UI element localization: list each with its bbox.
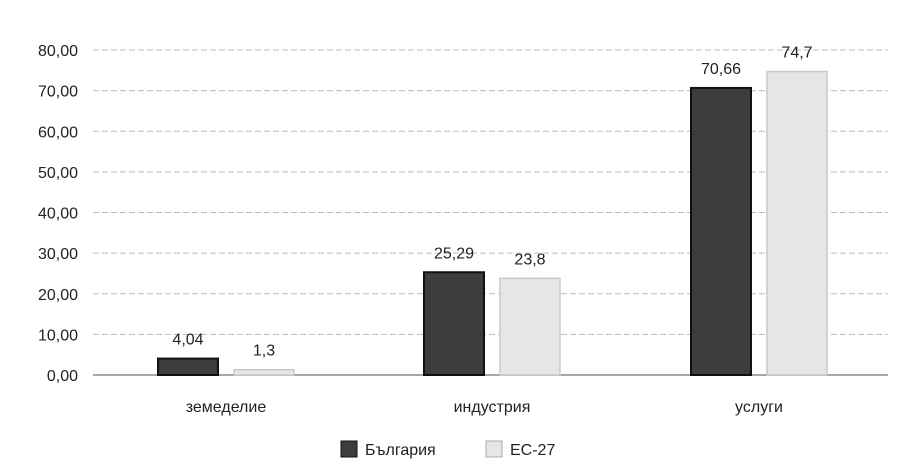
data-label: 4,04: [172, 332, 203, 349]
bar-eu27-0: [233, 368, 295, 376]
data-label: 25,29: [434, 245, 474, 262]
category-label: земеделие: [186, 399, 267, 416]
bar-eu27-1: [499, 277, 561, 376]
bar-eu27-2: [766, 70, 828, 376]
bar-bulgaria-0: [157, 357, 219, 376]
data-labels: 4,04 1,3 25,29 23,8 70,66 74,7: [172, 45, 812, 360]
gridlines: [93, 49, 888, 376]
data-label: 74,7: [781, 45, 812, 62]
y-tick-label: 40,00: [38, 206, 78, 223]
data-label: 70,66: [701, 61, 741, 78]
bars: [157, 70, 828, 376]
x-axis-categories: земеделие индустрия услуги: [186, 399, 783, 416]
legend-label: България: [365, 442, 436, 459]
category-label: услуги: [735, 399, 783, 416]
data-label: 1,3: [253, 343, 275, 360]
y-tick-label: 20,00: [38, 287, 78, 304]
y-tick-label: 0,00: [47, 368, 78, 385]
y-tick-label: 10,00: [38, 327, 78, 344]
bar-bulgaria-2: [690, 86, 752, 376]
legend: България ЕС-27: [340, 440, 555, 459]
y-tick-label: 70,00: [38, 84, 78, 101]
y-axis-ticks: 0,00 10,00 20,00 30,00 40,00 50,00 60,00 70,00 8…: [38, 43, 78, 385]
y-tick-label: 60,00: [38, 124, 78, 141]
y-tick-label: 30,00: [38, 246, 78, 263]
legend-swatch: [340, 440, 358, 458]
legend-label: ЕС-27: [510, 442, 555, 459]
y-tick-label: 80,00: [38, 43, 78, 60]
y-tick-label: 50,00: [38, 165, 78, 182]
data-label: 23,8: [514, 251, 545, 268]
legend-swatch: [485, 440, 503, 458]
bar-bulgaria-1: [423, 271, 485, 376]
category-label: индустрия: [454, 399, 531, 416]
